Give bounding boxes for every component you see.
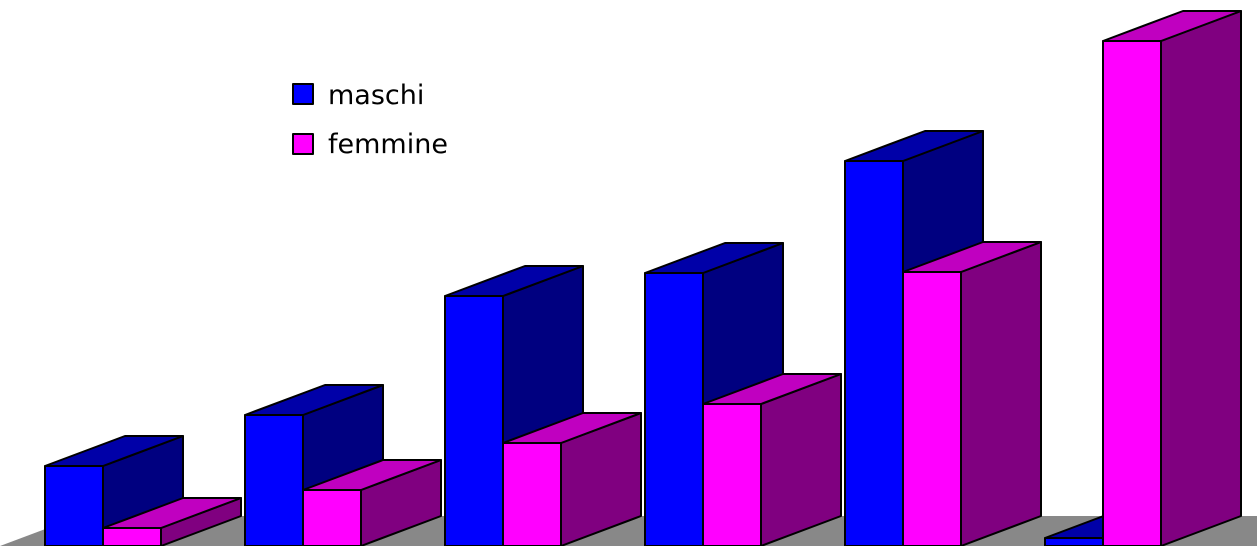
bar-femmine-4 (702, 403, 762, 546)
bar-maschi-3 (444, 295, 504, 546)
bar-side-femmine-6 (1160, 10, 1242, 546)
bar-maschi-2 (244, 414, 304, 546)
bar-maschi-5 (844, 160, 904, 546)
legend: maschi femmine (292, 80, 448, 160)
bar-maschi-6 (1044, 537, 1104, 546)
bar-maschi-4 (644, 272, 704, 546)
legend-label-maschi: maschi (328, 80, 424, 111)
legend-label-femmine: femmine (328, 129, 448, 160)
bar-femmine-3 (502, 442, 562, 546)
bar-femmine-1 (102, 527, 162, 546)
bar-maschi-1 (44, 465, 104, 546)
bar-femmine-6 (1102, 40, 1162, 546)
legend-swatch-femmine (292, 133, 314, 155)
bar-femmine-5 (902, 271, 962, 546)
bar-femmine-2 (302, 489, 362, 546)
bar-side-femmine-5 (960, 241, 1042, 546)
legend-swatch-maschi (292, 83, 314, 105)
bars-group (44, 10, 1242, 546)
